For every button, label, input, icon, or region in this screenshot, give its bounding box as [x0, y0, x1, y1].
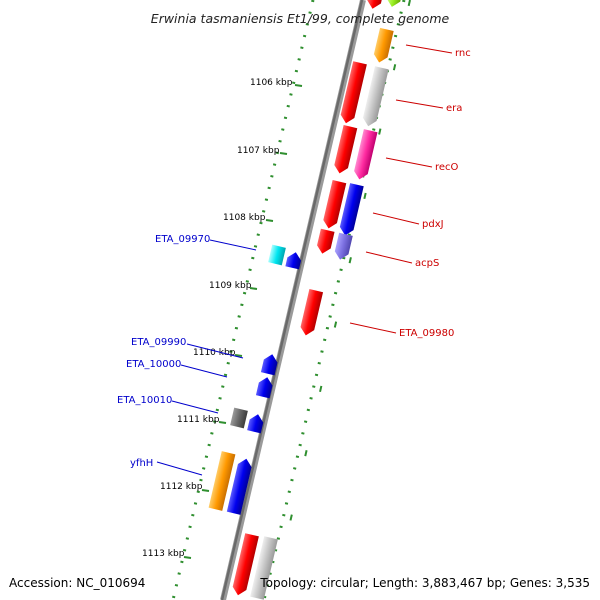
gene-bottom-gray[interactable]: [250, 536, 278, 600]
tick-label-1106: 1106 kbp: [250, 78, 293, 88]
gene-label-ETA_10000[interactable]: ETA_10000: [126, 359, 181, 370]
right-gene-labels: rnc era recO pdxJ acpS ETA_09980: [349, 44, 471, 339]
minor-tick-dashes: [285, 0, 411, 541]
gene-label-era[interactable]: era: [446, 103, 462, 114]
gene-label-yfhH[interactable]: yfhH: [130, 458, 153, 469]
gene-yfhH-blue[interactable]: [226, 457, 253, 515]
left-gene-labels: ETA_09970 ETA_09990 ETA_10000 ETA_10010 …: [117, 234, 257, 476]
gene-pdxJ-blue[interactable]: [338, 183, 364, 237]
tick-label-1113: 1113 kbp: [142, 549, 185, 559]
gene-recO-pink[interactable]: [353, 129, 378, 181]
tick-marks: [183, 84, 303, 559]
gene-ETA_10000[interactable]: [255, 376, 274, 399]
gene-label-ETA_09970[interactable]: ETA_09970: [155, 234, 210, 245]
genome-backbone: [220, 0, 366, 600]
tick-label-1110: 1110 kbp: [193, 348, 236, 358]
tick-label-1107: 1107 kbp: [237, 146, 280, 156]
gene-yfhH-orange[interactable]: [208, 451, 236, 511]
gene-recO-arrow[interactable]: [333, 125, 358, 175]
gene-label-pdxJ[interactable]: pdxJ: [422, 219, 444, 230]
gene-acpS-purple[interactable]: [333, 232, 353, 262]
accession-text: Accession: NC_010694: [9, 576, 145, 590]
map-title: Erwinia tasmaniensis Et1/99, complete ge…: [151, 11, 450, 26]
genome-summary-text: Topology: circular; Length: 3,883,467 bp…: [259, 576, 590, 590]
gene-ETA_09980[interactable]: [299, 289, 324, 337]
gene-label-ETA_09980[interactable]: ETA_09980: [399, 328, 454, 339]
gene-ETA_09970-blue[interactable]: [285, 251, 302, 270]
gene-rnc-top-lime[interactable]: [385, 0, 401, 8]
gene-label-ETA_10010[interactable]: ETA_10010: [117, 395, 172, 406]
gene-pdxJ-red[interactable]: [322, 180, 347, 230]
tick-labels: 1106 kbp 1107 kbp 1108 kbp 1109 kbp 1110…: [142, 78, 293, 559]
tick-label-1108: 1108 kbp: [223, 213, 266, 223]
gene-bottom-red[interactable]: [231, 533, 259, 597]
gene-rnc-orange[interactable]: [372, 27, 394, 64]
gene-label-ETA_09990[interactable]: ETA_09990: [131, 337, 186, 348]
gene-rnc-arrow[interactable]: [366, 0, 385, 10]
gene-ETA_09970-cyan[interactable]: [268, 244, 286, 266]
tick-label-1109: 1109 kbp: [209, 281, 252, 291]
gene-label-acpS[interactable]: acpS: [415, 258, 439, 269]
gene-ETA_10010-blue[interactable]: [247, 413, 265, 434]
tick-label-1112: 1112 kbp: [160, 482, 203, 492]
gene-ETA_10010-gray[interactable]: [230, 407, 248, 429]
gene-era-arrow[interactable]: [339, 61, 367, 125]
gene-label-recO[interactable]: recO: [435, 162, 459, 173]
gene-acpS-red[interactable]: [315, 228, 335, 256]
gene-features: [208, 0, 401, 600]
tick-label-1111: 1111 kbp: [177, 415, 220, 425]
gene-era-gray[interactable]: [361, 66, 389, 128]
gene-ETA_09990[interactable]: [260, 353, 279, 376]
gene-label-rnc[interactable]: rnc: [455, 48, 471, 59]
